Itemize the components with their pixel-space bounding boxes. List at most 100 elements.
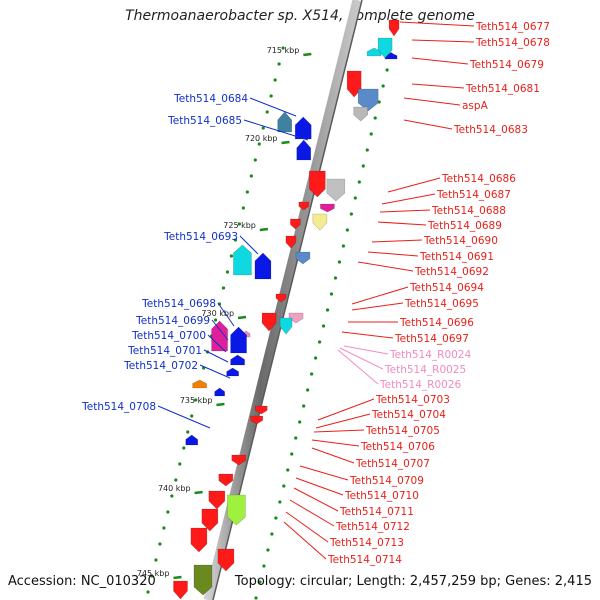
gc-dot — [225, 270, 230, 274]
tick-mark — [259, 227, 269, 232]
cds-reverse-arrow — [233, 244, 252, 276]
gc-dot — [254, 596, 258, 600]
gc-dot — [237, 222, 241, 226]
gc-dot — [190, 414, 194, 418]
tick-mark — [237, 315, 247, 320]
leader-line — [311, 447, 355, 464]
gene-label-right: Teth514_0697 — [394, 333, 469, 345]
leader-line — [357, 261, 414, 272]
gene-label-left: Teth514_0699 — [135, 315, 210, 327]
gc-dot — [306, 388, 310, 392]
gene-label-left: Teth514_0685 — [167, 115, 242, 127]
gc-dot — [213, 318, 218, 322]
gc-dot — [258, 580, 262, 584]
cds-reverse-arrow — [294, 116, 312, 140]
leader-line — [381, 193, 436, 205]
gc-dot — [282, 484, 286, 488]
cds-forward-arrow — [217, 548, 235, 572]
gc-dot — [178, 462, 182, 466]
cds-forward-arrow — [298, 201, 310, 211]
tick-label: 730 kbp — [201, 309, 234, 318]
gc-dot — [321, 324, 326, 328]
cds-forward-arrow — [193, 564, 213, 596]
gc-dot — [257, 142, 261, 146]
gene-label-right: Teth514_0687 — [436, 189, 511, 201]
cds-reverse-arrow — [226, 367, 239, 377]
leader-line — [249, 97, 297, 117]
gene-label-left: Teth514_0698 — [141, 298, 216, 310]
gc-dot — [166, 510, 170, 514]
gc-dot — [317, 340, 322, 344]
gc-dot — [146, 590, 150, 594]
gc-dot — [302, 404, 306, 408]
gc-dot — [329, 292, 334, 296]
gc-dot — [286, 468, 290, 472]
cds-forward-arrow — [190, 527, 208, 553]
leader-line — [411, 83, 465, 89]
gene-label-right: Teth514_0681 — [465, 83, 540, 95]
gc-dot — [150, 574, 154, 578]
gc-dot — [349, 212, 353, 216]
gc-dot — [154, 558, 158, 562]
leader-line — [295, 477, 344, 496]
leader-line — [157, 405, 211, 429]
leader-line — [403, 97, 461, 106]
cds-forward-arrow — [231, 454, 247, 466]
gene-label-left: Teth514_0702 — [123, 360, 198, 372]
gc-dot — [270, 532, 274, 536]
leader-line — [293, 487, 339, 512]
gc-dot — [277, 62, 281, 66]
gene-label-right: Teth514_0688 — [431, 205, 506, 217]
cds-forward-arrow — [309, 170, 326, 198]
leader-line — [217, 302, 235, 327]
gene-label-right: Teth514_R0026 — [379, 379, 461, 391]
leader-line — [341, 331, 394, 339]
gene-label-right: Teth514_0677 — [475, 21, 550, 33]
gene-label-left: Teth514_0684 — [173, 93, 248, 105]
gc-dot — [294, 436, 298, 440]
leader-line — [203, 349, 229, 363]
gene-label-right: Teth514_0691 — [419, 251, 494, 263]
cds-forward-arrow — [285, 235, 297, 249]
leader-line — [411, 57, 469, 65]
gc-dot — [174, 478, 178, 482]
leader-line — [399, 21, 475, 27]
cds-forward-arrow — [290, 218, 301, 230]
tick-label: 720 kbp — [245, 134, 278, 143]
gene-labels: Teth514_0677 Teth514_0678 Teth514_0679 Teth… — [81, 21, 550, 566]
gene-label-right: Teth514_0696 — [399, 317, 474, 329]
leader-line — [317, 398, 375, 421]
gc-dot — [313, 356, 318, 360]
cds-forward-arrow — [353, 106, 368, 122]
leader-line — [387, 177, 441, 193]
gc-dot — [369, 132, 373, 136]
topology-text: Topology: circular; Length: 2,457,259 bp… — [234, 574, 592, 589]
gc-dot — [278, 500, 282, 504]
leader-line — [211, 319, 229, 341]
leader-line — [371, 239, 423, 243]
gene-label-right: Teth514_0679 — [469, 59, 544, 71]
gc-dot — [325, 308, 330, 312]
leader-line — [285, 511, 329, 543]
tick-label: 740 kbp — [158, 484, 191, 493]
cds-reverse-arrow — [192, 379, 207, 389]
gene-label-right: Teth514_0704 — [371, 409, 446, 421]
gene-label-right: Teth514_0690 — [423, 235, 498, 247]
leader-line — [239, 235, 259, 255]
gene-label-right: Teth514_0705 — [365, 425, 440, 437]
cds-reverse-arrow — [277, 111, 293, 133]
leader-line — [199, 364, 231, 379]
gc-dot — [290, 452, 294, 456]
gene-label-right: Teth514_0712 — [335, 521, 410, 533]
gc-dot — [233, 238, 238, 242]
gc-dot — [262, 564, 266, 568]
gc-dot — [229, 254, 234, 258]
tick-mark — [281, 140, 290, 145]
gc-dot — [385, 68, 389, 72]
gc-dot — [162, 526, 166, 530]
leader-line — [403, 119, 453, 130]
leader-line — [351, 302, 404, 311]
gc-dot — [357, 180, 361, 184]
gene-label-left: Teth514_0700 — [131, 330, 206, 342]
